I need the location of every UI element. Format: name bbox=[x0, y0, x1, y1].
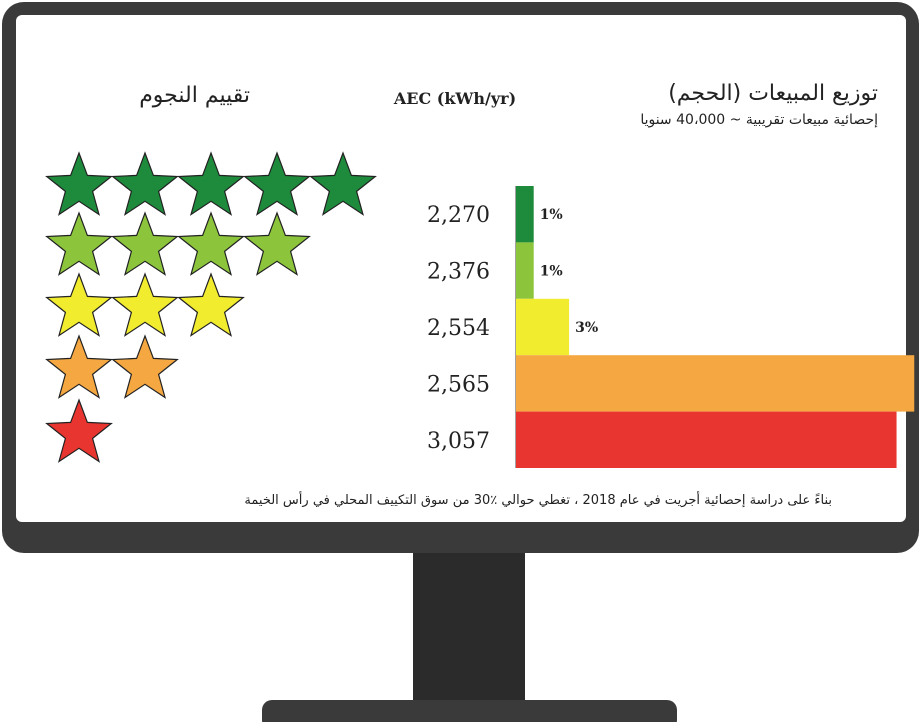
category-label: 2,270 bbox=[427, 203, 490, 228]
bar bbox=[516, 355, 915, 412]
value-label: 3% bbox=[575, 320, 598, 336]
star bbox=[45, 151, 113, 216]
star bbox=[45, 272, 113, 337]
stand-base bbox=[262, 700, 677, 722]
bar bbox=[516, 411, 897, 468]
category-label: 2,554 bbox=[427, 316, 490, 341]
axis-label: AEC (kWh/yr) bbox=[393, 89, 516, 108]
star bbox=[309, 151, 377, 216]
stand-neck bbox=[413, 553, 525, 703]
star bbox=[45, 334, 113, 399]
star bbox=[177, 151, 245, 216]
star bbox=[177, 272, 245, 337]
star bbox=[177, 211, 245, 276]
stars-title: تقييم النجوم bbox=[139, 83, 250, 108]
bar bbox=[516, 298, 570, 356]
bar bbox=[516, 242, 534, 299]
star bbox=[111, 334, 179, 399]
star bbox=[111, 272, 179, 337]
note: بناءً على دراسة إحصائية أجريت في عام 201… bbox=[244, 491, 832, 508]
chart-subtitle: إحصائية مبيعات تقريبية ~ 40،000 سنويا bbox=[640, 112, 878, 128]
star bbox=[45, 398, 113, 463]
category-label: 2,376 bbox=[427, 260, 490, 285]
star bbox=[45, 211, 113, 276]
category-label: 3,057 bbox=[427, 429, 490, 454]
star bbox=[243, 211, 311, 276]
category-label: 2,565 bbox=[427, 372, 490, 397]
bar bbox=[516, 186, 534, 243]
chart-title: توزيع المبيعات (الحجم) bbox=[668, 81, 878, 106]
star bbox=[111, 151, 179, 216]
value-label: 1% bbox=[540, 207, 563, 223]
star bbox=[111, 211, 179, 276]
star bbox=[243, 151, 311, 216]
value-label: 1% bbox=[540, 264, 563, 280]
